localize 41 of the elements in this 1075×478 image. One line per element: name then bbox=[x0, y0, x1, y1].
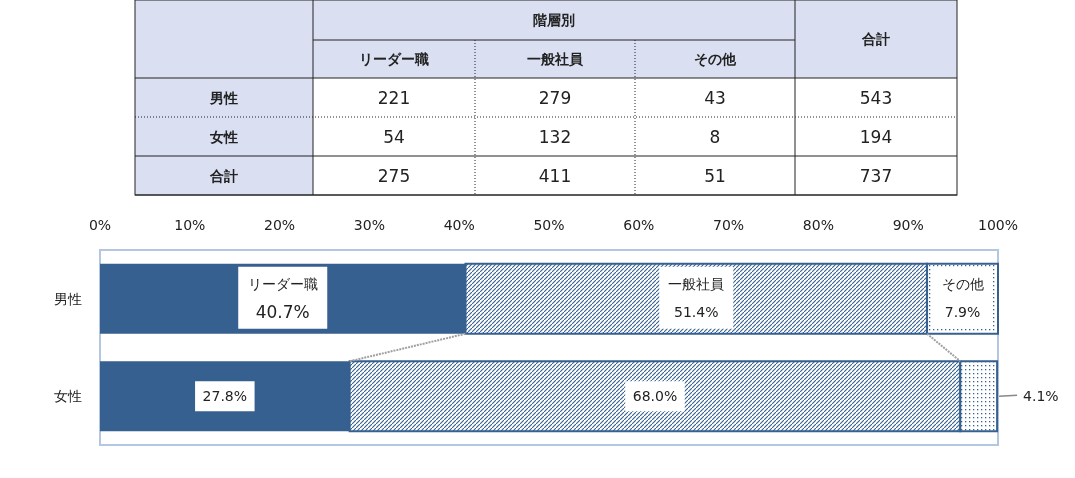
x-tick-label: 90% bbox=[892, 217, 924, 233]
data-label: 4.1% bbox=[1023, 388, 1059, 405]
x-tick-label: 100% bbox=[977, 217, 1019, 233]
data-label: 43 bbox=[704, 87, 726, 108]
x-tick-label: 0% bbox=[88, 217, 112, 233]
data-label: 7.9% bbox=[944, 303, 981, 320]
y-tick-label: 女性 bbox=[54, 388, 82, 405]
data-label: 737 bbox=[859, 165, 893, 186]
x-tick-label: リーダー職 bbox=[359, 51, 429, 67]
data-label: 68.0% bbox=[632, 388, 678, 405]
y-tick-label: 男性 bbox=[54, 290, 82, 307]
series-label: その他 bbox=[941, 275, 984, 292]
x-tick-label: 70% bbox=[713, 217, 745, 233]
x-tick-label: 60% bbox=[623, 217, 655, 233]
data-label: 275 bbox=[377, 165, 411, 186]
data-label: 194 bbox=[859, 126, 893, 147]
x-tick-label: 40% bbox=[443, 217, 475, 233]
chart-title: 階層別 bbox=[533, 12, 575, 28]
y-tick-label: 女性 bbox=[209, 128, 238, 145]
x-tick-label: 80% bbox=[802, 217, 834, 233]
data-label: 51 bbox=[704, 165, 726, 186]
x-tick-label: 10% bbox=[174, 217, 206, 233]
data-label: 27.8% bbox=[202, 388, 248, 405]
x-tick-label: 50% bbox=[533, 217, 565, 233]
x-tick-label: 一般社員 bbox=[527, 51, 584, 67]
y-tick-label: 合計 bbox=[209, 167, 238, 184]
series-label: リーダー職 bbox=[247, 275, 318, 292]
x-tick-label: 20% bbox=[264, 217, 296, 233]
data-label: 51.4% bbox=[674, 303, 719, 320]
data-label: 8 bbox=[709, 126, 721, 147]
y-tick-label: 男性 bbox=[209, 89, 238, 106]
data-label: 40.7% bbox=[255, 301, 310, 322]
data-label: 54 bbox=[383, 126, 405, 147]
x-tick-label: 30% bbox=[353, 217, 385, 233]
data-label: 132 bbox=[538, 126, 572, 147]
series-label: 一般社員 bbox=[668, 275, 725, 292]
data-label: 543 bbox=[859, 87, 893, 108]
data-label: 221 bbox=[377, 87, 411, 108]
data-label: 279 bbox=[538, 87, 572, 108]
data-label: 411 bbox=[538, 165, 572, 186]
x-tick-label: その他 bbox=[694, 51, 737, 67]
